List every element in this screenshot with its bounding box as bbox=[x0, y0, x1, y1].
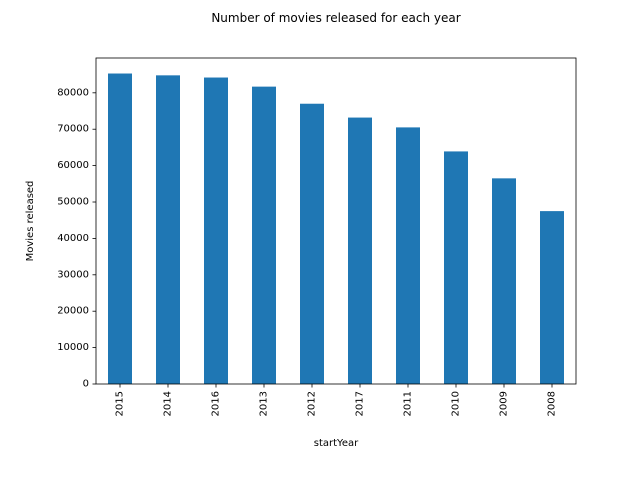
y-tick-label-60000: 60000 bbox=[57, 160, 89, 171]
y-axis-label: Movies released bbox=[25, 181, 36, 262]
x-tick-label-2008: 2008 bbox=[547, 391, 558, 416]
bar-2009 bbox=[492, 178, 516, 384]
x-tick-label-2011: 2011 bbox=[403, 391, 414, 416]
x-tick-label-2009: 2009 bbox=[499, 391, 510, 416]
x-tick-label-2014: 2014 bbox=[163, 391, 174, 416]
x-tick-label-2013: 2013 bbox=[259, 391, 270, 416]
bars-group bbox=[108, 73, 564, 385]
y-tick-label-30000: 30000 bbox=[57, 269, 89, 280]
y-tick-label-20000: 20000 bbox=[57, 306, 89, 317]
bar-2017 bbox=[348, 117, 372, 384]
x-tick-label-2012: 2012 bbox=[307, 391, 318, 416]
plot-frame bbox=[95, 57, 577, 385]
bar-2015 bbox=[108, 73, 132, 385]
x-tick-label-2016: 2016 bbox=[211, 391, 222, 416]
x-tick-label-2015: 2015 bbox=[115, 391, 126, 416]
x-axis: 2015 2014 2016 2013 2012 2017 2011 2010 2009 2008 bbox=[115, 384, 558, 416]
x-tick-label-2010: 2010 bbox=[451, 391, 462, 416]
y-tick-label-70000: 70000 bbox=[57, 124, 89, 135]
y-tick-label-40000: 40000 bbox=[57, 233, 89, 244]
y-axis: 0 10000 20000 30000 40000 50000 60000 70000 8000… bbox=[57, 87, 96, 390]
chart-title: Number of movies released for each year bbox=[211, 11, 460, 25]
bar-2010 bbox=[444, 151, 468, 384]
x-axis-label: startYear bbox=[314, 438, 359, 449]
bar-2011 bbox=[396, 127, 420, 384]
y-tick-label-80000: 80000 bbox=[57, 87, 89, 98]
bar-2014 bbox=[156, 75, 180, 384]
bar-2012 bbox=[300, 103, 324, 384]
y-tick-label-0: 0 bbox=[83, 379, 89, 390]
bar-2013 bbox=[252, 86, 276, 384]
bar-2016 bbox=[204, 77, 228, 384]
y-tick-label-10000: 10000 bbox=[57, 342, 89, 353]
x-tick-label-2017: 2017 bbox=[355, 391, 366, 416]
bar-2008 bbox=[540, 211, 564, 384]
y-tick-label-50000: 50000 bbox=[57, 197, 89, 208]
